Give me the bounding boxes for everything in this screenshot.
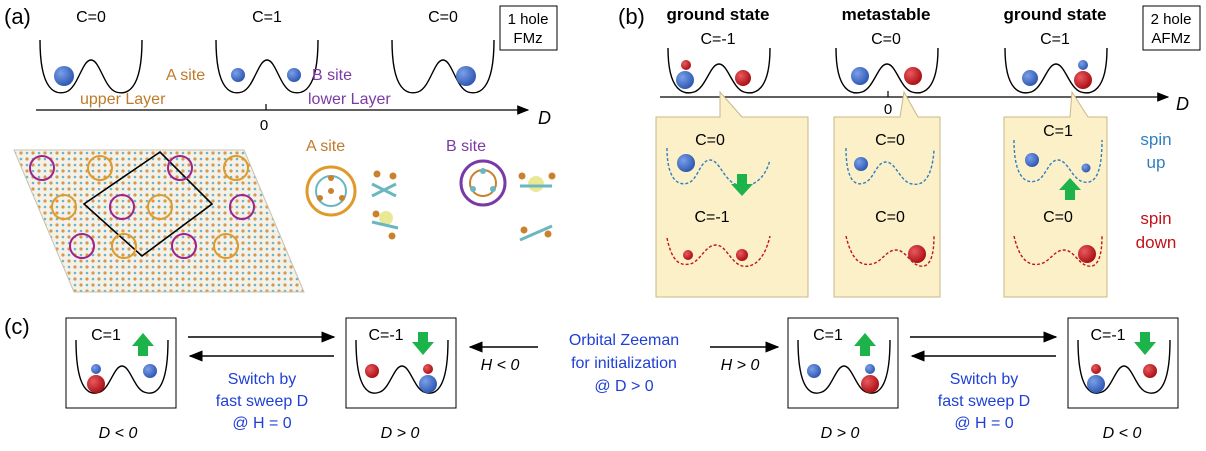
moire-lattice <box>13 149 305 293</box>
arrow-down-icon <box>412 332 434 355</box>
panel-a-label: (a) <box>4 4 31 29</box>
b-site-structure <box>459 159 556 242</box>
state-label-3: ground state <box>1004 5 1107 24</box>
well-a2-label: C=1 <box>252 9 282 26</box>
panel-c: (c) C=1 D < 0 C=-1 D > 0 Switch by fast <box>4 314 1179 442</box>
arrow-up-icon <box>1059 178 1081 200</box>
ball-blue <box>676 71 694 89</box>
well-b2 <box>835 47 939 94</box>
switch-label-1: Switch by <box>228 371 296 388</box>
hole-order: AFMz <box>1151 30 1190 47</box>
well-a3 <box>391 39 495 94</box>
well-b1-label: C=-1 <box>700 31 735 48</box>
arrow-up-icon <box>132 333 154 356</box>
axis-zero: 0 <box>884 101 892 118</box>
switch-label-3: @ H = 0 <box>232 415 291 432</box>
axis-label: D <box>538 108 551 128</box>
well-a2 <box>215 39 319 94</box>
hole-count: 1 hole <box>508 11 549 28</box>
a-site-structure <box>305 165 399 240</box>
well-a1 <box>39 39 143 94</box>
arrow-down-icon <box>1134 332 1156 355</box>
hole-box <box>1142 5 1201 51</box>
switch-label-2: fast sweep D <box>938 393 1030 410</box>
switch-label-1: Switch by <box>950 371 1018 388</box>
arrow-down-icon <box>731 174 753 196</box>
hole-order: FMz <box>513 30 542 47</box>
inset-b-title: B site <box>446 138 486 155</box>
ball-blue <box>287 68 301 82</box>
panel-a: (a) C=0 C=1 C=0 1 hole FMz A site upper … <box>4 4 558 293</box>
state-box-1: C=1 <box>65 317 177 409</box>
state-label-1: ground state <box>667 5 770 24</box>
arrow-up-icon <box>854 333 876 356</box>
ball-red <box>1074 71 1092 89</box>
spin-down-label-2: down <box>1136 233 1177 252</box>
ball-red <box>735 70 751 86</box>
axis-label: D <box>1176 94 1189 114</box>
state-box-4-label: C=-1 <box>1090 327 1125 344</box>
hole-box <box>499 5 558 51</box>
spin-up-label-2: up <box>1147 153 1166 172</box>
ball-blue <box>1078 60 1088 70</box>
ball-blue <box>456 66 476 86</box>
spin-up-label: spin <box>1140 130 1171 149</box>
callout-2-down-label: C=0 <box>875 209 905 226</box>
center-label-3: @ D > 0 <box>594 378 653 395</box>
state-label-2: metastable <box>842 5 931 24</box>
state-box-3: C=1 <box>787 317 899 409</box>
center-label-1: Orbital Zeeman <box>569 332 679 349</box>
switch-label-2: fast sweep D <box>216 393 308 410</box>
a-site-layer: upper Layer <box>80 91 166 108</box>
b-site-label: B site <box>312 67 352 84</box>
ball-red <box>904 67 922 85</box>
ball-blue <box>231 68 245 82</box>
panel-c-label: (c) <box>4 314 30 339</box>
callout-3-up-label: C=1 <box>1043 123 1073 140</box>
ball-red <box>681 60 691 70</box>
callout-3-down-label: C=0 <box>1043 209 1073 226</box>
state-box-1-label: C=1 <box>91 327 121 344</box>
callout-1-up-label: C=0 <box>695 132 725 149</box>
state-box-3-label: C=1 <box>813 327 843 344</box>
hole-count: 2 hole <box>1151 11 1192 28</box>
state-box-4: C=-1 <box>1067 317 1179 409</box>
caption-1: D < 0 <box>99 425 138 442</box>
well-b3 <box>1004 47 1108 94</box>
state-box-2-label: C=-1 <box>368 327 403 344</box>
a-site-label: A site <box>166 67 205 84</box>
ball-blue <box>54 66 74 86</box>
panel-b-label: (b) <box>618 4 645 29</box>
callout-1: C=0 C=-1 <box>655 90 809 298</box>
axis-zero: 0 <box>260 117 268 134</box>
caption-3: D > 0 <box>821 425 860 442</box>
center-label-2: for initialization <box>571 355 677 372</box>
callout-2: C=0 C=0 <box>833 90 941 298</box>
well-a1-label: C=0 <box>76 9 106 26</box>
spin-down-label: spin <box>1140 209 1171 228</box>
well-b2-label: C=0 <box>871 31 901 48</box>
well-b1 <box>667 47 771 94</box>
well-b3-label: C=1 <box>1040 31 1070 48</box>
well-a3-label: C=0 <box>428 9 458 26</box>
b-site-layer: lower Layer <box>308 91 391 108</box>
callout-3: C=1 C=0 <box>1003 90 1108 298</box>
callout-1-down-label: C=-1 <box>694 209 729 226</box>
state-box-2: C=-1 <box>345 317 457 409</box>
h-left-label: H < 0 <box>481 357 520 374</box>
switch-label-3: @ H = 0 <box>954 415 1013 432</box>
unit-cell <box>82 150 214 258</box>
ball-blue <box>851 67 869 85</box>
caption-4: D < 0 <box>1103 425 1142 442</box>
ball-blue <box>1022 70 1038 86</box>
h-right-label: H > 0 <box>721 357 760 374</box>
inset-a-title: A site <box>306 138 345 155</box>
panel-b: (b) ground state metastable ground state… <box>618 4 1201 298</box>
callout-2-up-label: C=0 <box>875 132 905 149</box>
caption-2: D > 0 <box>381 425 420 442</box>
